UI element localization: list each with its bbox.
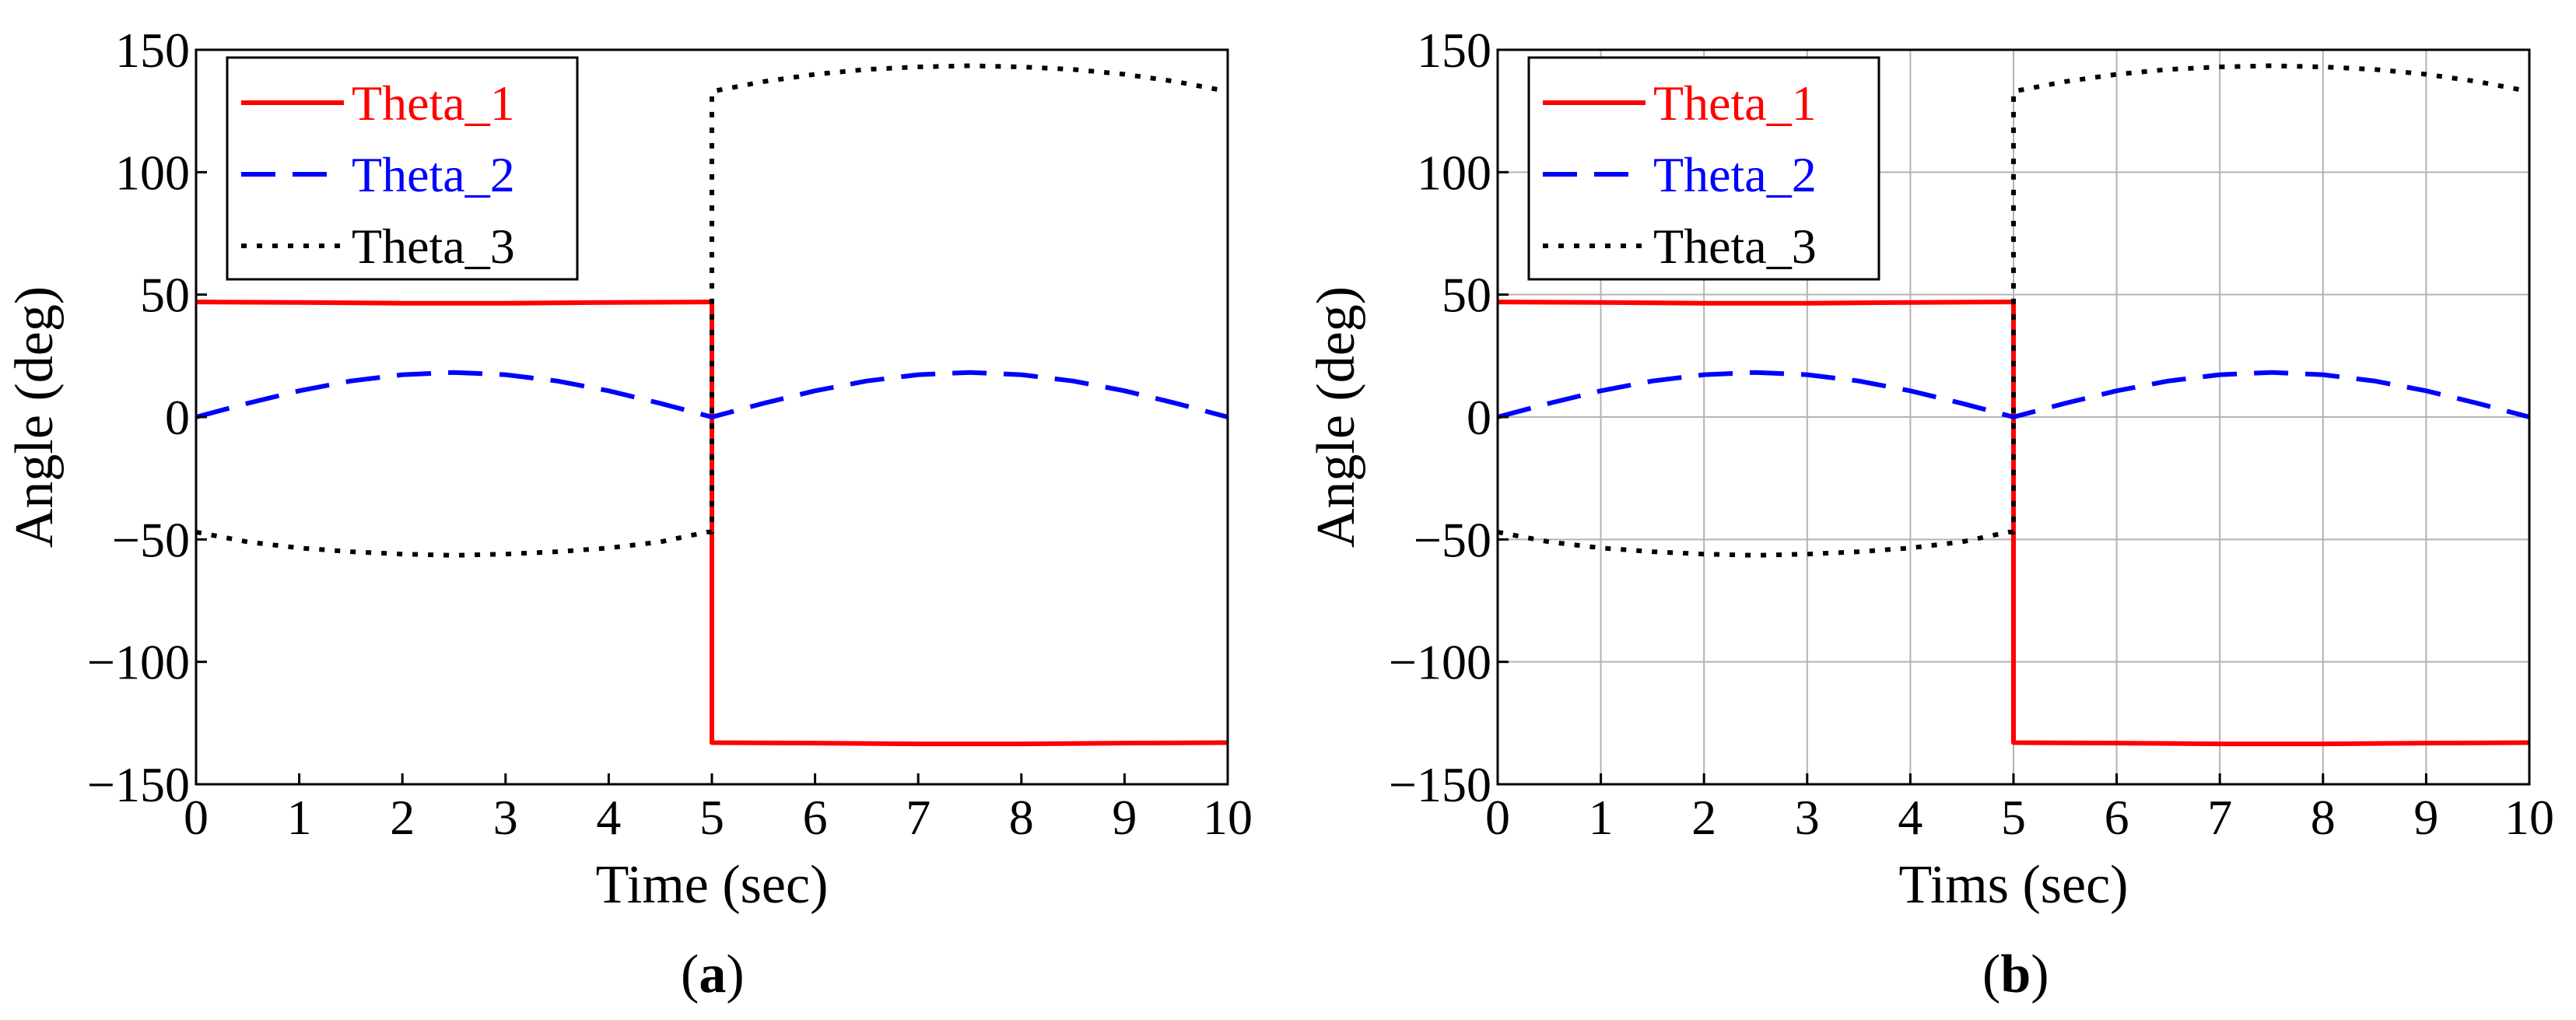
x-axis-label: Tims (sec) [1899, 855, 2129, 915]
x-tick-label: 5 [699, 790, 724, 845]
panel-label: (b) [1982, 945, 2049, 1004]
y-tick-label: 0 [165, 390, 190, 445]
legend-label: Theta_2 [352, 147, 515, 202]
legend: Theta_1 Theta_2 Theta_3 [1527, 56, 1880, 281]
series-line-theta-2 [1498, 370, 2529, 419]
x-tick-label: 6 [2105, 790, 2129, 845]
y-tick-label: −50 [1414, 512, 1491, 567]
series-line-theta-3 [1498, 63, 2529, 558]
legend-label: Theta_2 [1653, 147, 1817, 202]
x-tick-label: 4 [1898, 790, 1922, 845]
x-tick-label: 0 [184, 790, 209, 845]
legend-box [226, 56, 579, 281]
y-tick-label: 100 [115, 145, 190, 200]
x-axis-label: Time (sec) [596, 855, 829, 915]
x-tick-label: 9 [1112, 790, 1137, 845]
series-line-theta-2 [196, 370, 1228, 419]
x-tick-label: 10 [2504, 790, 2554, 845]
x-tick-label: 5 [2001, 790, 2026, 845]
x-tick-label: 4 [596, 790, 621, 845]
series-line-theta-1 [1498, 300, 2529, 747]
legend: Theta_1 Theta_2 Theta_3 [226, 56, 579, 281]
y-tick-label: 150 [115, 23, 190, 78]
y-tick-label: 50 [1442, 268, 1491, 323]
x-tick-label: 3 [1795, 790, 1820, 845]
series-line-theta-3 [196, 63, 1228, 558]
legend-label: Theta_1 [1653, 75, 1817, 131]
legend-label: Theta_1 [352, 75, 515, 131]
x-tick-label: 6 [803, 790, 828, 845]
series-line-theta-1 [196, 300, 1228, 747]
y-tick-label: −150 [1389, 757, 1491, 812]
legend-label: Theta_3 [352, 219, 515, 274]
x-tick-label: 7 [906, 790, 931, 845]
y-axis-label: Angle (deg) [1306, 286, 1366, 548]
legend-box [1527, 56, 1880, 281]
x-tick-label: 1 [287, 790, 312, 845]
x-tick-label: 8 [1009, 790, 1034, 845]
legend-label: Theta_3 [1653, 219, 1817, 274]
x-tick-label: 2 [390, 790, 415, 845]
x-tick-label: 3 [493, 790, 518, 845]
y-tick-label: 50 [140, 268, 190, 323]
y-axis-label: Angle (deg) [5, 286, 65, 548]
panel-label: (a) [681, 945, 745, 1004]
y-tick-label: 150 [1417, 23, 1491, 78]
x-tick-label: 9 [2413, 790, 2438, 845]
x-tick-label: 8 [2311, 790, 2336, 845]
y-tick-label: −150 [87, 757, 190, 812]
y-tick-label: 0 [1467, 390, 1491, 445]
x-tick-label: 0 [1485, 790, 1510, 845]
chart-panel-a: 0 1 2 3 4 5 6 7 8 9 10 150 100 50 0 −50 −100 −150 Time (se… [5, 23, 1253, 1004]
y-tick-label: −100 [1389, 635, 1491, 690]
y-tick-label: 100 [1417, 145, 1491, 200]
x-tick-label: 10 [1203, 790, 1253, 845]
x-tick-label: 7 [2207, 790, 2232, 845]
y-tick-label: −100 [87, 635, 190, 690]
chart-panel-b: 0 1 2 3 4 5 6 7 8 9 10 150 100 50 0 −50 −100 −150 Tims (se… [1306, 23, 2554, 1004]
y-tick-label: −50 [112, 512, 190, 567]
x-tick-label: 2 [1691, 790, 1716, 845]
x-tick-label: 1 [1589, 790, 1614, 845]
